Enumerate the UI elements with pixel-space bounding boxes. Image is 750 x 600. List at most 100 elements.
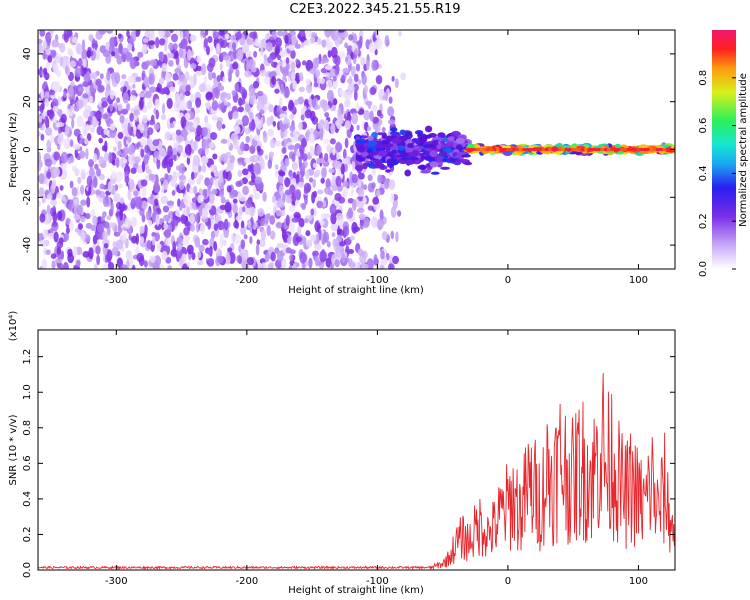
heatmap-cell bbox=[201, 207, 209, 220]
heatmap-carrier-cell bbox=[499, 147, 504, 152]
heatmap-cell bbox=[174, 92, 180, 105]
heatmap-carrier-cell bbox=[633, 147, 638, 152]
heatmap-cell bbox=[175, 209, 181, 218]
heatmap-cell bbox=[175, 129, 182, 136]
heatmap-cell bbox=[216, 43, 221, 54]
heatmap-cell bbox=[143, 260, 148, 268]
heatmap-cell bbox=[357, 187, 365, 197]
heatmap-cell bbox=[81, 49, 88, 61]
heatmap-cell bbox=[178, 42, 184, 49]
heatmap-cell bbox=[429, 161, 439, 168]
heatmap-cell bbox=[160, 113, 167, 121]
heatmap-cell bbox=[355, 63, 361, 72]
heatmap-cell bbox=[407, 143, 414, 148]
heatmap-cell bbox=[160, 184, 165, 196]
heatmap-cell bbox=[331, 175, 336, 186]
heatmap-cell bbox=[127, 189, 132, 201]
heatmap-cell bbox=[163, 223, 169, 229]
heatmap-cell bbox=[88, 186, 92, 195]
heatmap-carrier-cell bbox=[571, 147, 576, 152]
heatmap-cell bbox=[219, 63, 223, 71]
heatmap-cell bbox=[301, 153, 308, 162]
heatmap-cell bbox=[208, 192, 215, 205]
heatmap-cell bbox=[386, 158, 394, 165]
heatmap-cell bbox=[68, 200, 74, 212]
heatmap-cell bbox=[264, 253, 270, 263]
heatmap-cell bbox=[257, 208, 265, 217]
heatmap-cell bbox=[45, 61, 50, 70]
heatmap-cell bbox=[56, 240, 64, 249]
heatmap-cell bbox=[357, 179, 362, 189]
heatmap-carrier-cell bbox=[646, 147, 651, 152]
heatmap-cell bbox=[103, 221, 110, 229]
heatmap-cell bbox=[379, 209, 384, 221]
heatmap-cell bbox=[360, 56, 366, 66]
heatmap-cell bbox=[375, 189, 381, 197]
heatmap-cell bbox=[356, 124, 360, 131]
heatmap-cell bbox=[384, 35, 390, 47]
heatmap-cell bbox=[332, 98, 338, 106]
heatmap-carrier-cell bbox=[495, 147, 501, 152]
heatmap-cell bbox=[256, 239, 261, 246]
heatmap-carrier-cell bbox=[561, 147, 566, 152]
heatmap-carrier-cell bbox=[479, 147, 484, 152]
heatmap-cell bbox=[40, 89, 44, 100]
heatmap-cell bbox=[172, 215, 179, 221]
heatmap-cell bbox=[59, 263, 64, 269]
heatmap-cell bbox=[225, 166, 230, 173]
heatmap-cell bbox=[202, 238, 209, 246]
heatmap-cell bbox=[289, 222, 295, 234]
heatmap-cell bbox=[255, 243, 260, 256]
heatmap-cell bbox=[330, 46, 338, 59]
heatmap-cell bbox=[129, 257, 134, 268]
heatmap-cell bbox=[208, 141, 215, 149]
heatmap-cell bbox=[328, 168, 335, 174]
heatmap-cell bbox=[357, 207, 365, 214]
heatmap-cell bbox=[426, 134, 432, 139]
heatmap-cell bbox=[221, 124, 226, 129]
heatmap-cell bbox=[344, 100, 351, 108]
heatmap-cell bbox=[130, 216, 137, 228]
heatmap-cell bbox=[275, 140, 281, 147]
heatmap-cell bbox=[377, 218, 384, 230]
heatmap-cell bbox=[309, 132, 315, 144]
snr-series-line bbox=[38, 372, 675, 570]
heatmap-cell bbox=[310, 94, 315, 100]
heatmap-cell bbox=[69, 60, 77, 68]
heatmap-cell bbox=[222, 76, 226, 83]
heatmap-cell bbox=[167, 265, 173, 269]
heatmap-cell bbox=[325, 36, 330, 47]
heatmap-cell bbox=[288, 44, 296, 51]
heatmap-cell bbox=[259, 70, 267, 77]
heatmap-cell bbox=[331, 232, 336, 238]
heatmap-cell bbox=[294, 99, 299, 106]
heatmap-cell bbox=[100, 97, 109, 104]
heatmap-cell bbox=[38, 69, 42, 75]
heatmap-cell bbox=[353, 89, 358, 101]
colorbar-tick-label: 0.0 bbox=[698, 261, 709, 277]
heatmap-cell bbox=[45, 249, 51, 256]
heatmap-cell bbox=[287, 144, 296, 150]
heatmap-cell bbox=[158, 77, 165, 85]
heatmap-cell bbox=[240, 220, 245, 229]
heatmap-carrier-cell bbox=[649, 147, 654, 152]
heatmap-carrier-cell bbox=[665, 147, 670, 152]
heatmap-cell bbox=[246, 50, 252, 58]
heatmap-cell bbox=[180, 30, 184, 41]
heatmap-cell bbox=[69, 220, 74, 231]
heatmap-cell bbox=[86, 133, 92, 142]
heatmap-cell bbox=[355, 156, 366, 162]
heatmap-cell bbox=[313, 82, 319, 88]
heatmap-cell bbox=[180, 214, 187, 224]
heatmap-cell bbox=[281, 147, 287, 154]
heatmap-cell bbox=[245, 135, 250, 143]
heatmap-carrier-cell bbox=[593, 147, 599, 152]
heatmap-cell bbox=[310, 234, 317, 242]
heatmap-cell bbox=[161, 158, 169, 169]
heatmap-region-1 bbox=[38, 30, 407, 269]
heatmap-cell bbox=[288, 99, 294, 112]
heatmap-cell bbox=[82, 58, 87, 69]
heatmap-carrier-cell bbox=[629, 147, 635, 152]
heatmap-cell bbox=[381, 144, 391, 148]
heatmap-cell bbox=[171, 132, 177, 142]
